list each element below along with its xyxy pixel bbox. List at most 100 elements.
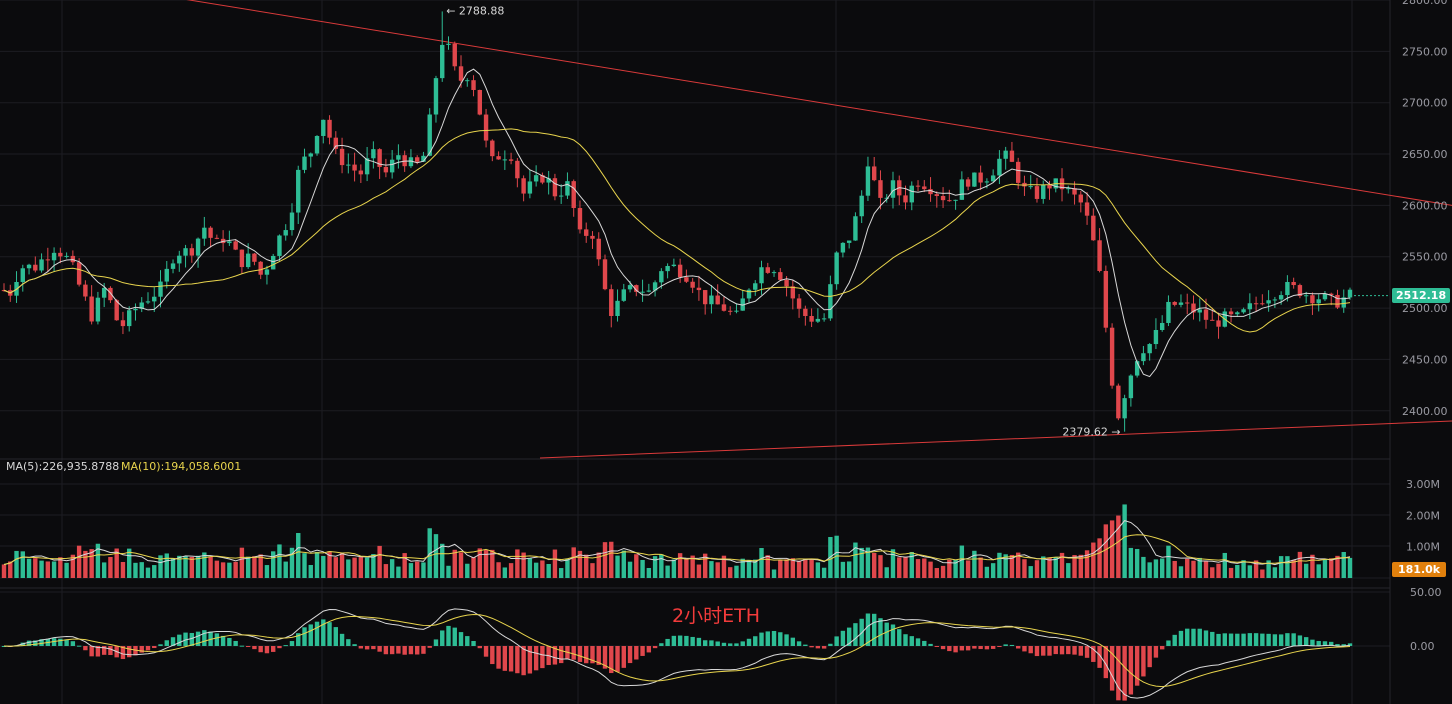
candle-body <box>333 137 339 149</box>
candle-body <box>1216 320 1221 327</box>
volume-bar <box>596 552 601 578</box>
volume-bar <box>565 558 570 578</box>
macd-bar <box>1015 646 1021 649</box>
volume-bar <box>1316 564 1321 578</box>
macd-bar <box>521 646 526 676</box>
volume-bar <box>915 559 921 578</box>
volume-bar <box>959 545 965 578</box>
trendlines <box>186 0 1452 459</box>
candle-body <box>965 179 971 187</box>
candle-body <box>245 253 251 268</box>
candle-body <box>978 172 983 183</box>
volume-bar <box>145 567 151 578</box>
candle-body <box>1272 299 1278 301</box>
macd-bar <box>189 632 195 646</box>
candle-body <box>1084 202 1090 216</box>
macd-bar <box>1103 646 1109 679</box>
volume-bar <box>440 543 445 578</box>
candle-body <box>922 186 927 190</box>
volume-bar <box>1022 559 1027 578</box>
macd-bar <box>371 646 376 650</box>
candle-body <box>997 158 1002 176</box>
macd-bar <box>765 631 770 646</box>
macd-bar <box>490 646 495 665</box>
volume-bar <box>1228 567 1234 578</box>
volume-bar <box>533 562 539 578</box>
macd-bar <box>627 646 633 664</box>
macd-bar <box>928 643 933 646</box>
macd-bar <box>865 613 871 646</box>
volume-bar <box>108 557 113 578</box>
volume-bar <box>859 547 864 578</box>
current-price-tag: 2512.18 <box>1392 287 1451 303</box>
macd-bar <box>508 646 514 672</box>
candle-body <box>890 180 896 198</box>
volume-bar <box>1172 560 1177 578</box>
macd-bar <box>990 646 996 649</box>
candle-body <box>1128 375 1134 399</box>
macd-bar <box>1260 633 1265 646</box>
macd-bar <box>76 645 82 647</box>
candle-body <box>1078 194 1083 203</box>
candle-body <box>33 264 38 271</box>
volume-bar <box>1266 560 1271 578</box>
macd-bar <box>1034 646 1040 657</box>
candle-body <box>1310 295 1315 304</box>
volume-ma5-label: MA(5):226,935.8788 <box>6 460 120 473</box>
candle-body <box>609 289 614 317</box>
candle-body <box>828 284 833 319</box>
macd-bar <box>1109 646 1115 691</box>
volume-bar <box>815 562 821 578</box>
candle-body <box>1159 322 1165 330</box>
macd-bar <box>1316 640 1321 646</box>
volume-bar <box>677 553 683 578</box>
volume-bar <box>953 560 958 578</box>
macd-bar <box>978 646 983 650</box>
macd-bar <box>427 646 432 648</box>
volume-bar <box>1203 561 1209 578</box>
volume-ma5-readout: MA(5):226,935.8788 <box>6 460 119 473</box>
volume-bar <box>321 555 326 578</box>
macd-bar <box>1303 637 1309 646</box>
macd-bar <box>940 646 946 650</box>
volume-bar <box>753 559 758 578</box>
macd-bar <box>133 646 138 656</box>
candle-body <box>95 297 101 322</box>
volume-bar <box>158 555 163 578</box>
price-tick-label: 2650.00 <box>1402 148 1448 161</box>
candle-body <box>358 170 364 175</box>
candle-body <box>815 318 821 322</box>
volume-bar <box>897 557 902 578</box>
volume-bar <box>590 563 595 578</box>
volume-bar <box>152 565 157 578</box>
macd-bar <box>540 646 545 669</box>
volume-bar <box>790 558 796 578</box>
price-ma-slow <box>3 128 1351 333</box>
candle-body <box>1203 309 1209 320</box>
volume-bar <box>972 550 977 578</box>
macd-bar <box>1197 628 1202 646</box>
macd-bar <box>89 646 94 657</box>
candle-body <box>596 238 601 260</box>
volume-bar <box>202 552 207 578</box>
volume-bar <box>909 551 914 578</box>
volume-bar <box>1341 551 1346 578</box>
volume-bar <box>1047 557 1052 578</box>
volume-bar <box>1041 556 1046 578</box>
macd-bar <box>95 646 101 657</box>
candle-body <box>308 153 313 157</box>
volume-bar <box>746 559 752 578</box>
macd-bar <box>571 646 576 660</box>
candle-body <box>258 261 263 275</box>
macd-bar <box>1203 630 1209 646</box>
volume-bar <box>502 567 508 578</box>
candle-body <box>214 237 220 239</box>
volume-bar <box>584 554 589 578</box>
volume-bar <box>83 550 88 578</box>
macd-bar <box>1041 646 1046 656</box>
volume-bar <box>627 561 633 578</box>
candle-body <box>803 308 808 316</box>
volume-bar <box>634 554 639 578</box>
macd-bar <box>1291 633 1296 646</box>
